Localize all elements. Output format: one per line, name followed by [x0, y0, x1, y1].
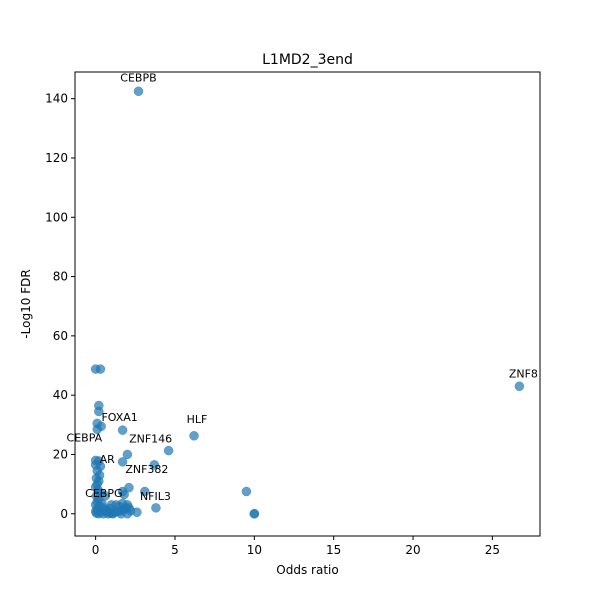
data-point — [95, 364, 106, 374]
data-point — [241, 486, 252, 497]
data-point-nfil3 — [151, 503, 161, 513]
data-point-ar — [117, 457, 128, 467]
data-point — [92, 424, 102, 435]
y-tick-label: 80 — [53, 270, 68, 284]
y-tick-label: 100 — [45, 210, 68, 224]
x-tick-label: 10 — [247, 543, 262, 557]
annotation-foxa1: FOXA1 — [101, 411, 137, 424]
x-axis: 0 5 10 15 20 25 — [92, 536, 500, 557]
annotation-cebpb: CEBPB — [120, 71, 156, 84]
data-point-cebpb — [133, 86, 144, 97]
x-tick-label: 0 — [92, 543, 100, 557]
data-point-cebpa — [122, 449, 133, 460]
data-point — [94, 406, 104, 417]
x-tick-label: 20 — [405, 543, 420, 557]
annotation-cebpg: CEBPG — [85, 487, 122, 500]
annotation-hlf: HLF — [187, 413, 208, 426]
data-point — [249, 509, 260, 519]
data-point-znf382 — [149, 460, 160, 470]
x-axis-label: Odds ratio — [276, 563, 338, 577]
y-tick-label: 60 — [53, 329, 68, 343]
chart-title: L1MD2_3end — [262, 52, 353, 68]
data-point — [106, 500, 117, 510]
annotation-ar: AR — [100, 453, 116, 466]
data-point — [140, 486, 150, 497]
plot-frame — [74, 71, 541, 537]
annotation-cebpa: CEBPA — [67, 431, 103, 444]
data-point-hlf — [189, 431, 199, 441]
x-tick-label: 15 — [326, 543, 341, 557]
y-tick-label: 120 — [45, 151, 68, 165]
x-tick-label: 5 — [171, 543, 179, 557]
y-tick-label: 40 — [53, 388, 68, 402]
y-tick-label: 0 — [60, 507, 68, 521]
points-layer — [90, 86, 525, 519]
data-point-foxa1 — [117, 425, 128, 435]
annotation-znf8: ZNF8 — [509, 367, 538, 380]
data-point — [132, 507, 142, 518]
y-axis: 0 20 40 60 80 100 120 140 — [45, 92, 75, 521]
y-tick-label: 20 — [53, 447, 68, 461]
annotation-znf146: ZNF146 — [129, 433, 172, 446]
annotation-nfil3: NFIL3 — [140, 490, 171, 503]
data-point-znf8 — [514, 381, 525, 392]
data-point — [116, 509, 126, 519]
annotations-layer: CEBPB ZNF8 HLF FOXA1 ZNF146 CEBPA AR ZNF382 NFIL… — [67, 71, 538, 503]
x-tick-label: 25 — [485, 543, 500, 557]
annotation-znf382: ZNF382 — [125, 463, 168, 476]
y-axis-label: -Log10 FDR — [19, 269, 33, 338]
y-tick-label: 140 — [45, 92, 68, 106]
data-point — [124, 482, 134, 493]
data-point-znf146 — [163, 445, 174, 456]
